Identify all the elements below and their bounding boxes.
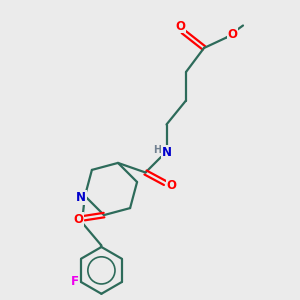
Text: O: O (73, 213, 83, 226)
Text: N: N (76, 191, 86, 204)
Text: F: F (70, 275, 79, 288)
Text: N: N (162, 146, 172, 159)
Text: O: O (175, 20, 185, 33)
Text: O: O (227, 28, 238, 41)
Text: H: H (153, 145, 161, 155)
Text: O: O (167, 179, 177, 192)
